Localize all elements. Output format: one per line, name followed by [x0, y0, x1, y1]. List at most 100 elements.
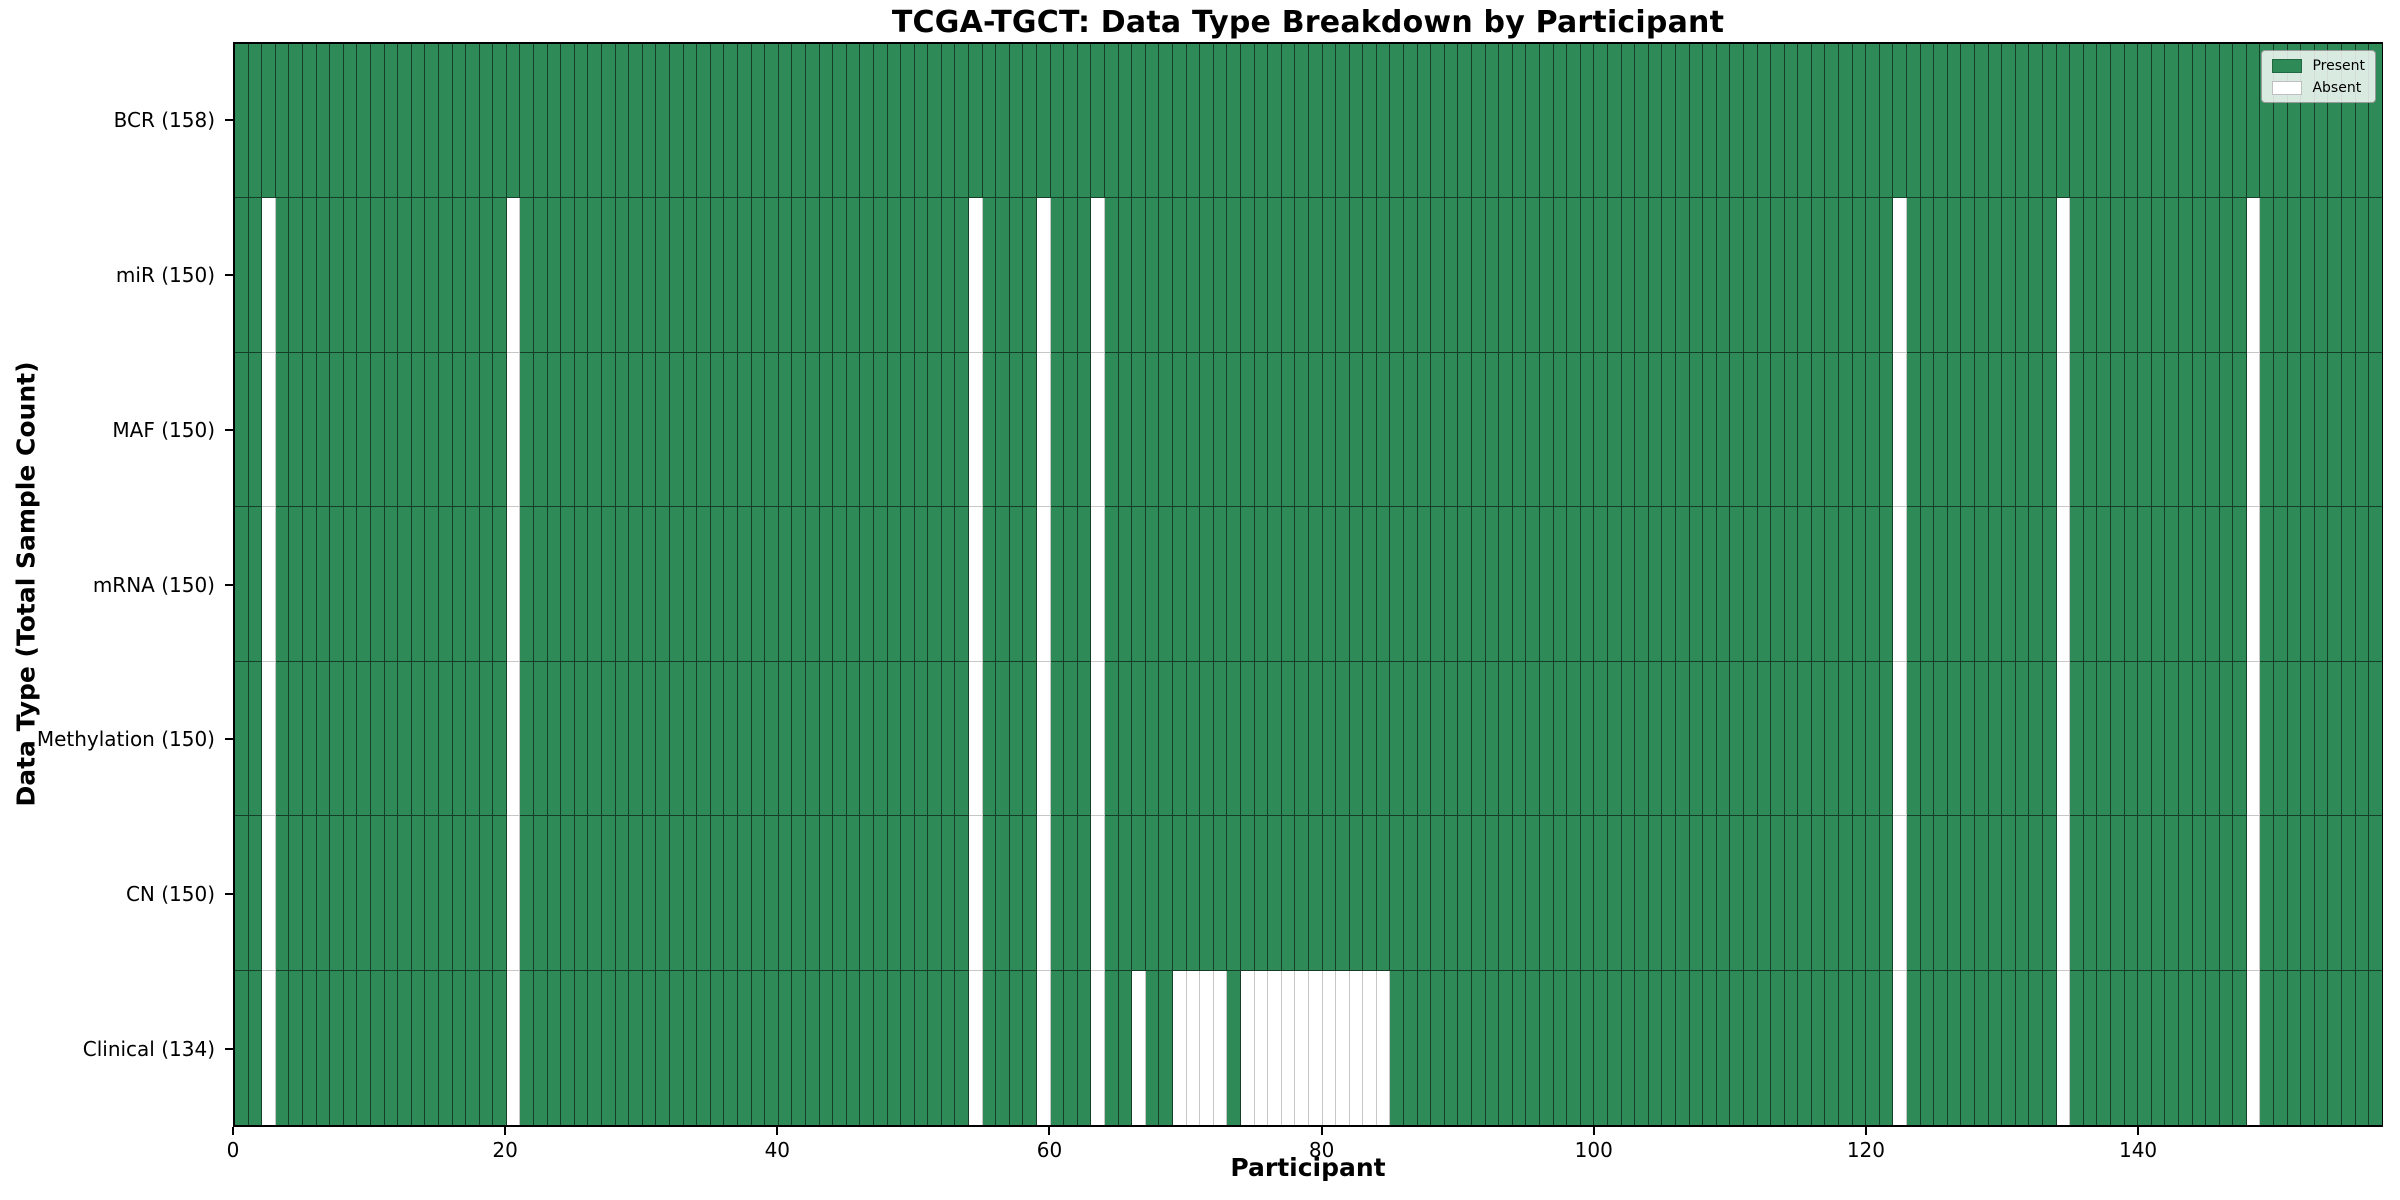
heatmap-cell [1540, 816, 1554, 971]
heatmap-cell [1526, 507, 1540, 662]
heatmap-cell [1825, 198, 1840, 353]
heatmap-cell [547, 352, 562, 508]
heatmap-cell [1145, 970, 1160, 1125]
heatmap-cell [1431, 970, 1445, 1125]
heatmap-cell [2070, 970, 2084, 1125]
heatmap-cell [262, 198, 276, 353]
heatmap-cell [1376, 44, 1391, 199]
heatmap-cell [1499, 44, 1513, 199]
heatmap-cell [438, 198, 453, 353]
heatmap-cell [1064, 507, 1078, 662]
heatmap-cell [588, 970, 603, 1125]
heatmap-cell [1648, 352, 1663, 508]
heatmap-cell [1784, 198, 1799, 353]
heatmap-cell [2246, 816, 2261, 971]
heatmap-cell [683, 970, 698, 1125]
heatmap-cell [438, 44, 453, 199]
heatmap-cell [1213, 44, 1228, 199]
heatmap-cell [792, 44, 806, 199]
heatmap-cell [1893, 661, 1908, 817]
heatmap-cell [928, 198, 942, 353]
heatmap-cell [425, 198, 439, 353]
heatmap-cell [1540, 661, 1554, 817]
heatmap-cell [765, 661, 779, 817]
heatmap-cell [1771, 44, 1785, 199]
heatmap-cell [1852, 661, 1867, 817]
heatmap-cell [1648, 198, 1663, 353]
heatmap-cell [1648, 816, 1663, 971]
heatmap-cell [1064, 661, 1078, 817]
heatmap-cell [370, 661, 385, 817]
heatmap-cell [1268, 970, 1282, 1125]
heatmap-cell [914, 661, 929, 817]
heatmap-cell [805, 44, 820, 199]
heatmap-cell [2015, 507, 2030, 662]
heatmap-cell [574, 198, 589, 353]
heatmap-cell [398, 507, 412, 662]
x-tick-mark [1864, 1127, 1867, 1135]
heatmap-cell [1811, 352, 1826, 508]
heatmap-cell [411, 44, 426, 199]
heatmap-cell [357, 661, 371, 817]
heatmap-cell [2070, 44, 2084, 199]
heatmap-cell [1132, 816, 1146, 971]
heatmap-cell [302, 198, 317, 353]
heatmap-cell [425, 816, 439, 971]
heatmap-cell [2002, 44, 2016, 199]
heatmap-cell [1567, 352, 1581, 508]
heatmap-cell [1254, 507, 1269, 662]
heatmap-cell [2015, 661, 2030, 817]
heatmap-cell [1390, 352, 1405, 508]
heatmap-cell [996, 661, 1010, 817]
heatmap-cell [1458, 661, 1473, 817]
heatmap-cell [1703, 507, 1717, 662]
heatmap-cell [2342, 507, 2356, 662]
heatmap-cell [452, 198, 467, 353]
heatmap-cell [914, 44, 929, 199]
heatmap-cell [805, 661, 820, 817]
heatmap-cell [602, 198, 616, 353]
heatmap-cell [1132, 970, 1146, 1125]
x-tick-label: 40 [764, 1138, 791, 1162]
heatmap-cell [697, 507, 711, 662]
heatmap-cell [1050, 352, 1065, 508]
heatmap-cell [330, 198, 344, 353]
heatmap-cell [1105, 970, 1119, 1125]
heatmap-cell [901, 44, 915, 199]
heatmap-cell [1730, 816, 1744, 971]
heatmap-cell [1200, 661, 1214, 817]
heatmap-cell [2287, 661, 2302, 817]
heatmap-cell [2301, 661, 2315, 817]
heatmap-cell [2002, 816, 2016, 971]
heatmap-cell [710, 970, 725, 1125]
heatmap-cell [1009, 816, 1024, 971]
heatmap-cell [846, 352, 861, 508]
heatmap-cell [955, 661, 970, 817]
heatmap-cell [901, 198, 915, 353]
y-tick-mark [225, 583, 233, 586]
heatmap-cell [1336, 661, 1350, 817]
heatmap-cell [724, 507, 738, 662]
heatmap-cell [2287, 507, 2302, 662]
heatmap-cell [1064, 44, 1078, 199]
heatmap-cell [2287, 352, 2302, 508]
heatmap-cell [2233, 816, 2247, 971]
heatmap-cell [1159, 661, 1173, 817]
heatmap-cell [1227, 970, 1241, 1125]
heatmap-cell [2206, 44, 2220, 199]
heatmap-cell [1295, 44, 1309, 199]
heatmap-cell [1852, 198, 1867, 353]
heatmap-cell [1594, 198, 1608, 353]
heatmap-cell [1172, 352, 1187, 508]
heatmap-cell [1689, 661, 1704, 817]
heatmap-cell [2110, 352, 2125, 508]
x-tick-mark [2137, 1127, 2140, 1135]
heatmap-cell [860, 44, 874, 199]
heatmap-cell [466, 352, 480, 508]
heatmap-cell [1988, 816, 2003, 971]
heatmap-cell [2342, 970, 2356, 1125]
heatmap-cell [1172, 816, 1187, 971]
heatmap-cell [955, 44, 970, 199]
heatmap-cell [2328, 352, 2343, 508]
heatmap-cell [2042, 507, 2057, 662]
